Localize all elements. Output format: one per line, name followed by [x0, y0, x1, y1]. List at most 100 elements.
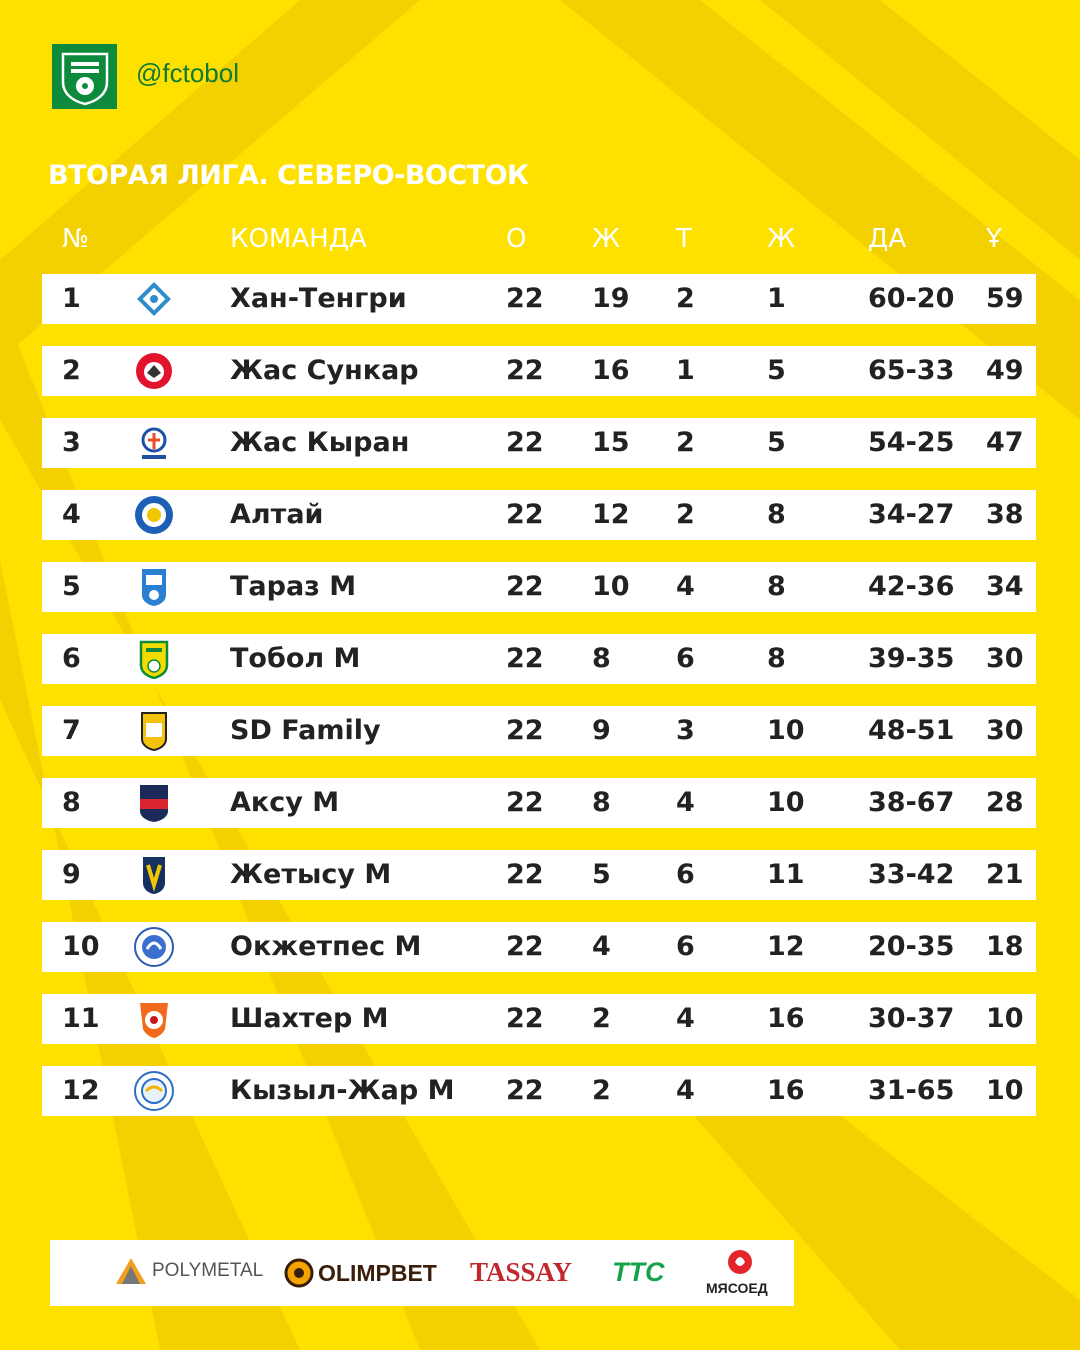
row-goals: 38-67 — [868, 787, 955, 818]
header-lost: Ж — [767, 224, 796, 254]
table-row: 4 Алтай 22 12 2 8 34-27 38 — [42, 490, 1036, 540]
row-team: Шахтер М — [230, 1003, 389, 1034]
social-handle[interactable]: @fctobol — [136, 58, 239, 88]
row-lost: 5 — [767, 355, 786, 386]
row-drawn: 1 — [676, 355, 695, 386]
row-goals: 39-35 — [868, 643, 955, 674]
row-played: 22 — [506, 643, 544, 674]
header-points: Ұ — [986, 224, 1002, 254]
tobol-club-logo[interactable] — [52, 44, 117, 109]
altay-crest-icon — [134, 495, 174, 535]
row-drawn: 4 — [676, 1075, 695, 1106]
row-goals: 31-65 — [868, 1075, 955, 1106]
row-won: 5 — [592, 859, 611, 890]
row-pos: 3 — [62, 427, 81, 458]
row-team: SD Family — [230, 715, 381, 746]
polymetal-logo-icon — [116, 1258, 146, 1284]
row-played: 22 — [506, 499, 544, 530]
header-pos: № — [62, 224, 90, 254]
header-drawn: Т — [676, 224, 692, 254]
row-won: 4 — [592, 931, 611, 962]
header-played: О — [506, 224, 527, 254]
row-won: 12 — [592, 499, 630, 530]
row-points: 30 — [986, 643, 1024, 674]
table-row: 9 Жетысу М 22 5 6 11 33-42 21 — [42, 850, 1036, 900]
table-row: 6 Тобол М 22 8 6 8 39-35 30 — [42, 634, 1036, 684]
row-goals: 33-42 — [868, 859, 955, 890]
row-pos: 2 — [62, 355, 81, 386]
row-played: 22 — [506, 355, 544, 386]
shakhter-crest-icon — [134, 999, 174, 1039]
row-goals: 65-33 — [868, 355, 955, 386]
sponsor-polymetal[interactable]: POLYMETAL — [152, 1260, 264, 1281]
row-team: Жас Сункар — [230, 355, 419, 386]
row-drawn: 4 — [676, 1003, 695, 1034]
row-pos: 11 — [62, 1003, 100, 1034]
row-lost: 10 — [767, 787, 805, 818]
row-lost: 8 — [767, 499, 786, 530]
row-lost: 5 — [767, 427, 786, 458]
row-lost: 12 — [767, 931, 805, 962]
row-points: 38 — [986, 499, 1024, 530]
sponsor-ttc[interactable]: TTC — [612, 1257, 665, 1287]
row-team: Тобол М — [230, 643, 361, 674]
row-team: Кызыл-Жар М — [230, 1075, 455, 1106]
header-goals: ДА — [868, 224, 907, 254]
row-won: 8 — [592, 787, 611, 818]
row-team: Хан-Тенгри — [230, 283, 407, 314]
row-goals: 30-37 — [868, 1003, 955, 1034]
khan-tengri-crest-icon — [134, 279, 174, 319]
row-lost: 8 — [767, 571, 786, 602]
zhas-kyran-crest-icon — [134, 423, 174, 463]
row-goals: 48-51 — [868, 715, 955, 746]
row-points: 59 — [986, 283, 1024, 314]
table-row: 3 Жас Кыран 22 15 2 5 54-25 47 — [42, 418, 1036, 468]
row-points: 18 — [986, 931, 1024, 962]
row-points: 10 — [986, 1003, 1024, 1034]
olimpbet-logo-icon — [284, 1258, 314, 1288]
row-lost: 16 — [767, 1003, 805, 1034]
row-lost: 1 — [767, 283, 786, 314]
zhetysu-crest-icon — [134, 855, 174, 895]
row-drawn: 2 — [676, 427, 695, 458]
row-goals: 60-20 — [868, 283, 955, 314]
row-goals: 42-36 — [868, 571, 955, 602]
sponsor-olimpbet[interactable]: OLIMPBET — [318, 1260, 437, 1286]
row-drawn: 4 — [676, 787, 695, 818]
row-won: 2 — [592, 1075, 611, 1106]
row-team: Окжетпес М — [230, 931, 422, 962]
header-won: Ж — [592, 224, 621, 254]
row-goals: 54-25 — [868, 427, 955, 458]
sponsors-bar: POLYMETAL OLIMPBET TASSAY TTC МЯСОЕД — [50, 1240, 794, 1306]
row-points: 34 — [986, 571, 1024, 602]
row-won: 10 — [592, 571, 630, 602]
row-team: Жас Кыран — [230, 427, 410, 458]
row-lost: 10 — [767, 715, 805, 746]
row-pos: 12 — [62, 1075, 100, 1106]
row-played: 22 — [506, 715, 544, 746]
row-goals: 34-27 — [868, 499, 955, 530]
sponsor-tassay[interactable]: TASSAY — [470, 1257, 573, 1287]
row-won: 19 — [592, 283, 630, 314]
row-points: 28 — [986, 787, 1024, 818]
okzhetpes-crest-icon — [134, 927, 174, 967]
row-drawn: 2 — [676, 283, 695, 314]
row-played: 22 — [506, 931, 544, 962]
row-points: 10 — [986, 1075, 1024, 1106]
table-header: № КОМАНДА О Ж Т Ж ДА Ұ — [42, 224, 1036, 264]
row-pos: 8 — [62, 787, 81, 818]
row-drawn: 3 — [676, 715, 695, 746]
row-played: 22 — [506, 1003, 544, 1034]
row-team: Алтай — [230, 499, 324, 530]
row-lost: 11 — [767, 859, 805, 890]
row-pos: 9 — [62, 859, 81, 890]
sponsor-myasoed[interactable]: МЯСОЕД — [706, 1280, 768, 1296]
row-won: 2 — [592, 1003, 611, 1034]
row-played: 22 — [506, 1075, 544, 1106]
row-played: 22 — [506, 859, 544, 890]
row-won: 16 — [592, 355, 630, 386]
zhas-sunkar-crest-icon — [134, 351, 174, 391]
row-points: 47 — [986, 427, 1024, 458]
row-points: 30 — [986, 715, 1024, 746]
aksu-crest-icon — [134, 783, 174, 823]
